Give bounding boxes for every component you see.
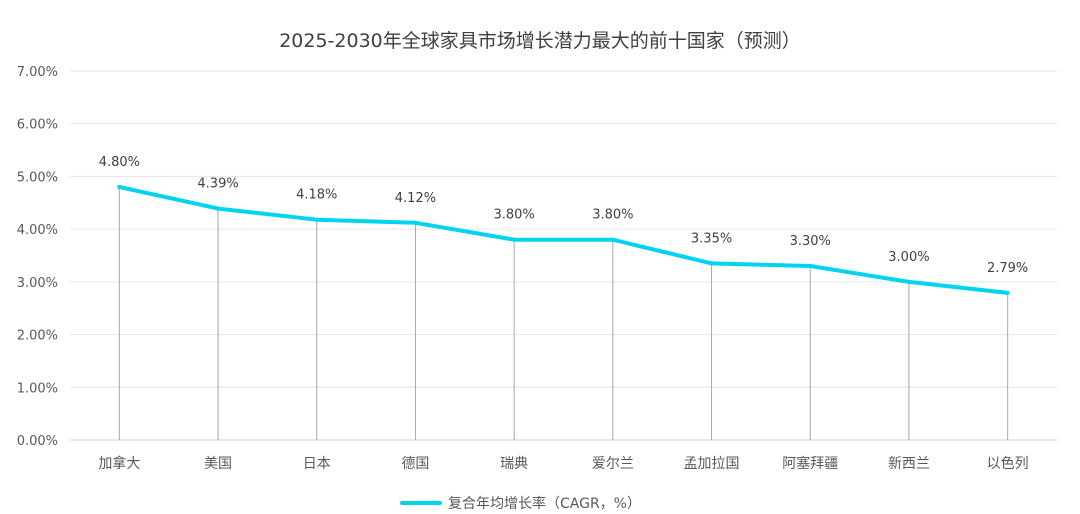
y-tick-label: 3.00% xyxy=(17,276,58,291)
data-point xyxy=(808,264,813,269)
y-tick-label: 6.00% xyxy=(17,118,58,133)
data-label: 3.30% xyxy=(790,234,831,249)
y-tick-label: 1.00% xyxy=(17,381,58,396)
y-tick-label: 4.00% xyxy=(17,223,58,238)
x-axis-tick-labels: 加拿大 美国 日本 德国 瑞典 爱尔兰 孟加拉国 阿塞拜疆 新西兰 以色列 xyxy=(98,455,1028,472)
data-label: 3.80% xyxy=(592,208,633,223)
legend: 复合年均增长率（CAGR，%） xyxy=(400,495,641,512)
data-label: 3.35% xyxy=(691,231,732,246)
data-label: 4.12% xyxy=(395,191,436,206)
data-label: 4.80% xyxy=(99,155,140,170)
y-tick-label: 7.00% xyxy=(17,65,58,80)
series-line-layer xyxy=(117,184,1010,295)
x-tick-label: 孟加拉国 xyxy=(684,456,740,472)
y-tick-label: 2.00% xyxy=(17,329,58,344)
y-tick-label: 5.00% xyxy=(17,170,58,185)
x-tick-label: 阿塞拜疆 xyxy=(782,455,838,472)
data-point xyxy=(314,217,319,222)
data-point xyxy=(512,237,517,242)
y-tick-label: 0.00% xyxy=(17,434,58,449)
data-label: 3.80% xyxy=(493,208,534,223)
x-tick-label: 瑞典 xyxy=(500,456,528,472)
x-tick-label: 美国 xyxy=(204,456,232,472)
data-label: 4.39% xyxy=(197,177,238,192)
data-point xyxy=(1005,290,1010,295)
data-point xyxy=(610,237,615,242)
x-tick-label: 以色列 xyxy=(987,455,1029,472)
x-tick-label: 加拿大 xyxy=(98,455,140,472)
legend-label: 复合年均增长率（CAGR，%） xyxy=(448,495,641,512)
data-label: 3.00% xyxy=(888,250,929,265)
drop-lines xyxy=(118,186,1009,440)
series-line xyxy=(117,185,1010,295)
data-point xyxy=(413,220,418,225)
gridlines xyxy=(70,70,1057,441)
data-point xyxy=(117,184,122,189)
chart-title: 2025-2030年全球家具市场增长潜力最大的前十国家（预测） xyxy=(279,30,801,52)
data-label: 2.79% xyxy=(987,261,1028,276)
data-point xyxy=(906,279,911,284)
data-label: 4.18% xyxy=(296,188,337,203)
x-tick-label: 爱尔兰 xyxy=(592,456,634,472)
x-tick-label: 新西兰 xyxy=(888,456,930,472)
x-tick-label: 日本 xyxy=(303,456,331,472)
x-tick-label: 德国 xyxy=(401,456,429,472)
data-point xyxy=(216,206,221,211)
y-axis-tick-labels: 0.00% 1.00% 2.00% 3.00% 4.00% 5.00% 6.00% 7.00% xyxy=(17,65,58,449)
data-point xyxy=(709,261,714,266)
data-labels: 4.80% 4.39% 4.18% 4.12% 3.80% 3.80% 3.35% 3.30%… xyxy=(99,155,1029,276)
